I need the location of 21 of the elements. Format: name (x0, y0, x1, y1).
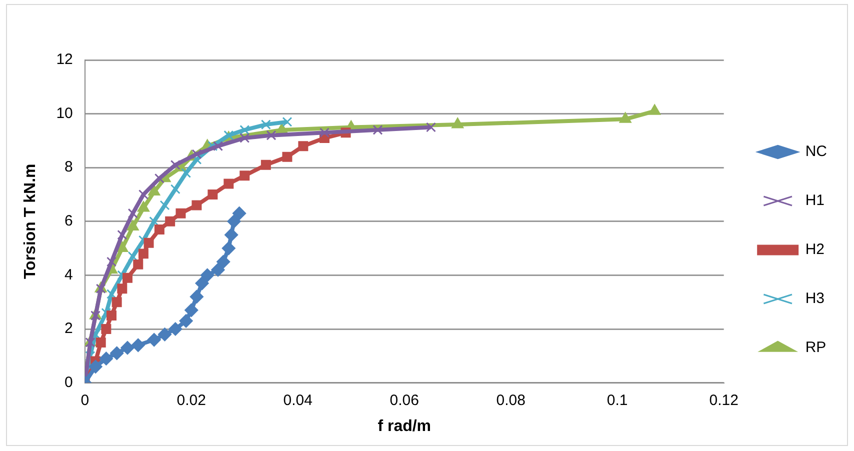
y-tick-label: 10 (56, 104, 73, 122)
y-axis-title: Torsion T kN.m (22, 164, 40, 280)
x-tick-label: 0.12 (709, 392, 738, 409)
legend-label: RP (805, 339, 826, 356)
y-tick-label: 8 (64, 158, 73, 176)
y-tick-label: 6 (64, 212, 73, 230)
y-tick-label: 4 (64, 266, 73, 284)
legend-label: H1 (805, 192, 825, 210)
legend-label: NC (805, 143, 828, 160)
y-tick-label: 12 (56, 51, 73, 68)
legend-label: H2 (805, 241, 825, 258)
y-tick-label: 0 (64, 374, 73, 391)
x-axis-title: f rad/m (378, 418, 432, 435)
x-tick-label: 0.02 (176, 392, 206, 409)
x-tick-label: 0.08 (496, 392, 526, 409)
y-tick-label: 2 (64, 320, 73, 338)
x-tick-label: 0.04 (283, 392, 312, 409)
x-tick-label: 0.1 (606, 392, 628, 409)
x-tick-label: 0.06 (390, 392, 419, 409)
x-tick-label: 0 (80, 392, 90, 409)
legend-label: H3 (805, 290, 825, 308)
